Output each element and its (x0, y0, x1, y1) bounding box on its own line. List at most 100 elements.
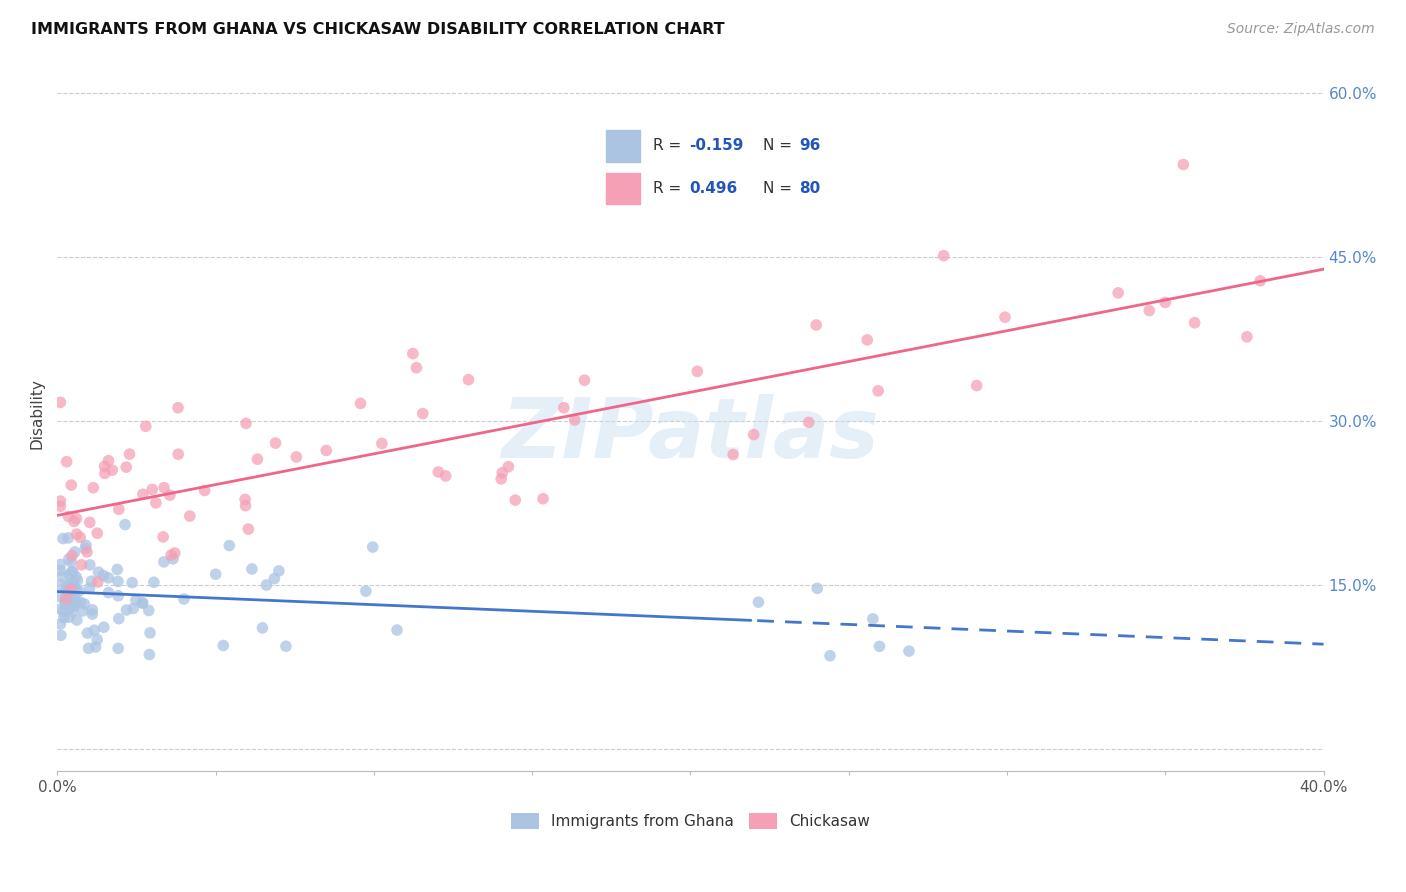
Text: 80: 80 (799, 181, 821, 196)
Point (1154, 295, 1177, 310)
Point (898, 644, 921, 658)
Point (65, 596, 87, 610)
Point (152, 530, 174, 544)
Point (49, 494, 72, 508)
Point (107, 574, 129, 589)
Point (1173, 157, 1195, 171)
Point (721, 448, 744, 462)
Point (173, 591, 195, 606)
Point (55, 455, 77, 469)
Point (87, 574, 110, 589)
Point (194, 483, 217, 498)
Point (564, 413, 586, 427)
Point (72, 604, 94, 618)
Point (97, 585, 120, 599)
Text: N =: N = (762, 138, 797, 153)
Point (427, 465, 450, 479)
Point (83, 624, 105, 638)
Point (354, 584, 377, 599)
Point (62, 575, 84, 590)
Point (53, 593, 76, 607)
Point (49, 602, 72, 616)
Point (76, 626, 98, 640)
Point (797, 415, 820, 429)
Point (79, 516, 101, 530)
Point (167, 401, 190, 415)
Point (145, 496, 167, 510)
Point (84, 640, 107, 654)
Point (108, 612, 131, 626)
Point (856, 333, 879, 347)
Point (67, 584, 90, 599)
Point (56, 579, 79, 593)
Point (806, 318, 828, 332)
Point (69, 530, 91, 544)
Point (235, 417, 257, 431)
Point (218, 539, 240, 553)
Point (75, 541, 97, 556)
Point (55, 598, 77, 612)
Text: 96: 96 (799, 138, 821, 153)
Point (138, 648, 160, 662)
Point (60, 575, 83, 590)
Point (932, 249, 955, 263)
Point (125, 593, 148, 607)
Point (63, 515, 86, 529)
Point (1107, 285, 1129, 300)
Point (59, 600, 82, 615)
Point (553, 401, 575, 415)
Point (349, 396, 371, 410)
Point (49, 395, 72, 409)
Point (806, 582, 828, 596)
Point (1249, 274, 1271, 288)
Point (107, 641, 129, 656)
Point (60, 549, 83, 563)
Point (66, 574, 89, 588)
Point (87, 565, 110, 579)
Text: Source: ZipAtlas.com: Source: ZipAtlas.com (1227, 22, 1375, 37)
Point (179, 509, 201, 524)
Point (70, 558, 93, 572)
Point (91, 568, 114, 582)
Point (574, 373, 596, 387)
Point (457, 373, 479, 387)
Point (65, 527, 87, 541)
Point (1236, 330, 1258, 344)
Point (82, 607, 104, 622)
Point (139, 625, 162, 640)
Point (118, 447, 141, 461)
Point (141, 483, 163, 497)
Point (49, 558, 72, 572)
Point (60, 555, 83, 569)
Point (167, 447, 190, 461)
Point (58, 610, 80, 624)
Point (52, 610, 75, 624)
Point (49, 577, 72, 591)
Point (138, 603, 160, 617)
Text: -0.159: -0.159 (689, 138, 744, 153)
Point (97, 453, 120, 467)
Y-axis label: Disability: Disability (30, 378, 44, 449)
Text: 0.496: 0.496 (689, 181, 738, 196)
Point (233, 492, 256, 507)
Point (101, 463, 124, 477)
Point (58, 593, 80, 607)
Point (412, 407, 434, 421)
Text: IMMIGRANTS FROM GHANA VS CHICKASAW DISABILITY CORRELATION CHART: IMMIGRANTS FROM GHANA VS CHICKASAW DISAB… (31, 22, 724, 37)
Point (51, 569, 73, 583)
Point (315, 443, 337, 458)
Point (93, 620, 115, 634)
Point (58, 567, 80, 582)
Point (994, 310, 1017, 325)
Point (69, 595, 91, 609)
Point (489, 472, 512, 486)
Point (79, 558, 101, 572)
Point (75, 538, 97, 552)
Point (62, 580, 84, 594)
Point (58, 509, 80, 524)
Point (868, 384, 890, 398)
Point (52, 532, 75, 546)
Point (254, 578, 277, 592)
Point (491, 466, 513, 480)
Point (162, 551, 184, 566)
